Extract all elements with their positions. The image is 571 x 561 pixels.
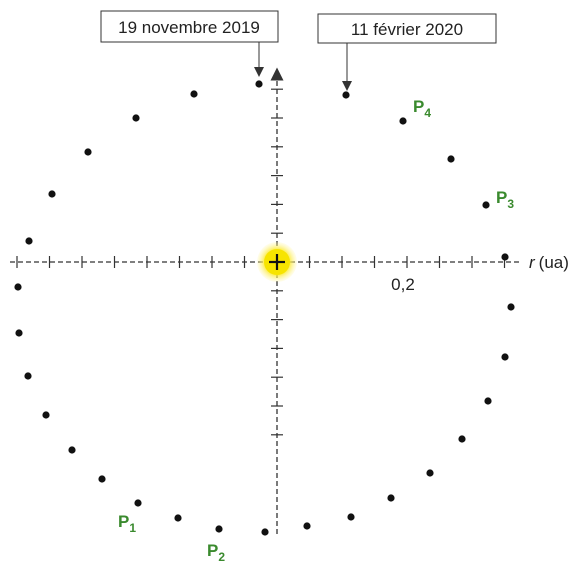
orbit-point — [482, 201, 490, 209]
orbit-point — [68, 446, 76, 454]
orbit-point — [15, 329, 23, 337]
orbit-point — [447, 155, 455, 163]
orbit-point — [25, 237, 33, 245]
orbit-point — [84, 148, 92, 156]
callout-right: 11 février 2020 — [317, 13, 497, 91]
orbit-point — [98, 475, 106, 483]
orbit-point — [507, 303, 515, 311]
r-axis-label: r (ua) — [529, 253, 569, 272]
orbit-point — [215, 525, 223, 533]
r-axis-symbol: r — [529, 253, 536, 272]
orbit-point — [24, 372, 32, 380]
callout-left-box — [100, 10, 279, 43]
callout-right-text: 11 février 2020 — [351, 20, 463, 39]
orbit-points — [14, 80, 515, 536]
orbit-point — [501, 253, 509, 261]
orbit-point — [347, 513, 355, 521]
orbit-point — [458, 435, 466, 443]
orbit-point — [261, 528, 269, 536]
label-p1: P1 — [118, 512, 136, 535]
orbit-point — [190, 90, 198, 98]
orbit-point — [501, 353, 509, 361]
callout-right-box — [317, 13, 497, 44]
label-p3: P3 — [496, 188, 514, 211]
orbit-point — [426, 469, 434, 477]
sun-marker — [257, 242, 297, 282]
orbit-point — [48, 190, 56, 198]
orbit-point — [484, 397, 492, 405]
orbit-point — [303, 522, 311, 530]
r-axis-unit: (ua) — [539, 253, 569, 272]
orbit-point — [387, 494, 395, 502]
axes — [10, 67, 521, 534]
orbit-point — [132, 114, 140, 122]
label-p4: P4 — [413, 97, 431, 120]
callout-left-text: 19 novembre 2019 — [118, 18, 260, 37]
label-p2: P2 — [207, 541, 225, 561]
orbit-point — [134, 499, 142, 507]
callout-left: 19 novembre 2019 — [100, 10, 279, 77]
orbit-point — [255, 80, 263, 88]
orbit-point — [174, 514, 182, 522]
orbit-point — [42, 411, 50, 419]
tick-label-0-2: 0,2 — [391, 275, 415, 294]
orbit-point — [342, 91, 350, 99]
orbit-point — [14, 283, 22, 291]
orbit-point — [399, 117, 407, 125]
